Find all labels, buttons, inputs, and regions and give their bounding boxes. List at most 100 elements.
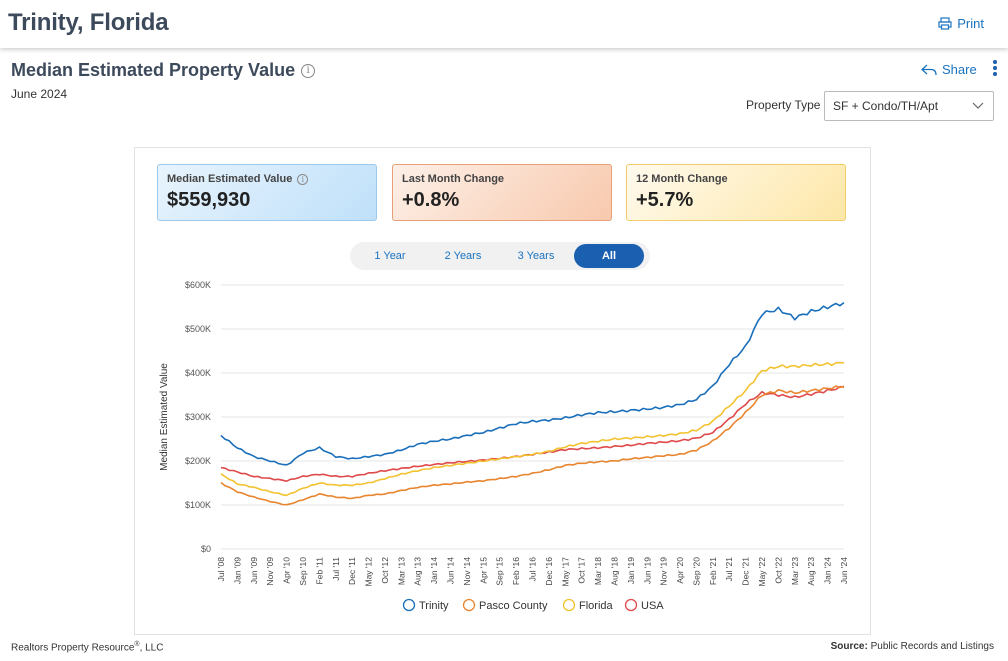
chart-card: Median Estimated Value i $559,930 Last Mo…: [134, 147, 871, 635]
x-tick-label: Sep '20: [691, 557, 701, 586]
info-icon[interactable]: i: [297, 173, 309, 185]
x-tick-label: Nov '14: [462, 557, 472, 586]
x-tick-label: Nov '09: [265, 557, 275, 586]
printer-icon: [938, 17, 952, 30]
line-chart: $0 $100K $200K $300K $400K $500K $600K Median E…: [159, 280, 849, 612]
print-button[interactable]: Print: [938, 16, 984, 31]
x-tick-label: Dec '11: [347, 557, 357, 585]
x-tick-label: Jan '14: [429, 557, 439, 584]
y-tick-label: $400K: [185, 368, 211, 378]
legend-label: USA: [641, 600, 664, 612]
stat-value: +0.8%: [402, 189, 460, 211]
legend-marker: [562, 598, 576, 612]
share-label: Share: [942, 62, 977, 77]
y-tick-label: $600K: [185, 280, 211, 290]
x-tick-label: May '22: [757, 557, 767, 587]
range-tabs: 1 Year 2 Years 3 Years All: [350, 242, 650, 270]
x-tick-label: Nov '19: [659, 557, 669, 586]
property-type-label: Property Type: [746, 98, 821, 112]
y-axis-label: Median Estimated Value: [159, 363, 170, 471]
share-button[interactable]: Share: [921, 62, 977, 77]
x-tick-label: Dec '16: [544, 557, 554, 586]
footer-registered: ®: [134, 641, 140, 648]
x-tick-label: Jul '21: [724, 557, 734, 582]
y-tick-label: $500K: [185, 324, 211, 334]
stat-label: Median Estimated Value i: [167, 173, 367, 185]
tab-1-year[interactable]: 1 Year: [374, 250, 406, 262]
x-tick-label: Oct '17: [577, 557, 587, 584]
x-tick-label: Mar '23: [790, 557, 800, 585]
property-type-value: SF + Condo/TH/Apt: [833, 99, 939, 113]
x-tick-label: Sep '15: [495, 557, 505, 586]
more-options-icon[interactable]: [990, 60, 1000, 78]
stat-value: +5.7%: [636, 189, 694, 211]
tab-3-years[interactable]: 3 Years: [517, 250, 555, 262]
x-tick-label: Jan '19: [626, 557, 636, 584]
x-tick-label: Jul '08: [216, 557, 226, 582]
stat-label-text: Median Estimated Value: [167, 173, 293, 185]
series-line-trinity: [220, 301, 845, 466]
legend-label: Trinity: [419, 600, 449, 612]
x-tick-label: Jun '24: [839, 557, 849, 584]
x-tick-label: Aug '23: [806, 557, 816, 586]
x-tick-label: Jul '16: [528, 557, 538, 582]
page-title: Trinity, Florida: [8, 9, 169, 36]
legend-marker: [402, 598, 416, 612]
x-tick-label: Jul '11: [331, 557, 341, 581]
x-tick-label: Jun '19: [642, 557, 652, 584]
x-tick-label: Apr '15: [478, 557, 488, 584]
series-line-florida: [220, 361, 845, 497]
chevron-down-icon: [972, 102, 984, 109]
x-tick-label: Jun '09: [249, 557, 259, 584]
legend-marker: [624, 598, 638, 612]
date-label: June 2024: [11, 87, 68, 101]
footer-company: Realtors Property Resource: [11, 642, 135, 654]
x-tick-label: Feb '11: [314, 557, 324, 585]
footer-right: Source: Public Records and Listings: [831, 641, 994, 652]
x-tick-label: Oct '22: [773, 557, 783, 584]
x-tick-label: Dec '21: [741, 557, 751, 586]
tab-all[interactable]: All: [574, 244, 644, 268]
x-tick-label: Oct '12: [380, 557, 390, 584]
property-type-select[interactable]: SF + Condo/TH/Apt: [824, 91, 994, 121]
x-tick-label: Jan '09: [232, 557, 242, 584]
x-tick-label: Mar '13: [396, 557, 406, 585]
footer-suffix: , LLC: [139, 642, 164, 654]
twelve-month-change-card: 12 Month Change +5.7%: [626, 164, 846, 221]
section-title: Median Estimated Property Value i: [11, 60, 316, 81]
x-tick-label: Feb '16: [511, 557, 521, 585]
x-tick-label: May '12: [364, 557, 374, 587]
x-tick-label: Sep '10: [298, 557, 308, 586]
y-tick-label: $300K: [185, 412, 211, 422]
y-tick-label: $200K: [185, 456, 211, 466]
legend-label: Pasco County: [479, 600, 548, 612]
x-tick-label: May '17: [560, 557, 570, 587]
legend-label: Florida: [579, 600, 614, 612]
stat-value: $559,930: [167, 189, 251, 211]
share-icon: [921, 64, 937, 75]
x-tick-label: Aug '18: [609, 557, 619, 586]
print-label: Print: [957, 16, 984, 31]
x-tick-label: Aug '13: [413, 557, 423, 586]
x-tick-label: Jun '14: [446, 557, 456, 584]
y-tick-label: $0: [201, 544, 211, 554]
footer-left: Realtors Property Resource®, LLC: [11, 641, 163, 653]
x-tick-label: Jan '24: [823, 557, 833, 584]
x-tick-label: Feb '21: [708, 557, 718, 585]
series-line-pasco-county: [220, 385, 845, 506]
median-value-card: Median Estimated Value i $559,930: [157, 164, 377, 221]
info-icon[interactable]: i: [301, 63, 316, 78]
top-bar: Trinity, Florida Print: [0, 0, 1008, 48]
legend-marker: [462, 598, 476, 612]
last-month-change-card: Last Month Change +0.8%: [392, 164, 612, 221]
stat-label: Last Month Change: [402, 173, 505, 185]
x-tick-label: Apr '20: [675, 557, 685, 584]
x-tick-label: Mar '18: [593, 557, 603, 585]
x-tick-label: Apr '10: [282, 557, 292, 584]
series-line-usa: [220, 385, 845, 482]
footer-source: Public Records and Listings: [867, 641, 994, 652]
stat-label: 12 Month Change: [636, 173, 728, 185]
tab-2-years[interactable]: 2 Years: [444, 250, 482, 262]
y-tick-label: $100K: [185, 500, 211, 510]
section-title-text: Median Estimated Property Value: [11, 60, 296, 80]
